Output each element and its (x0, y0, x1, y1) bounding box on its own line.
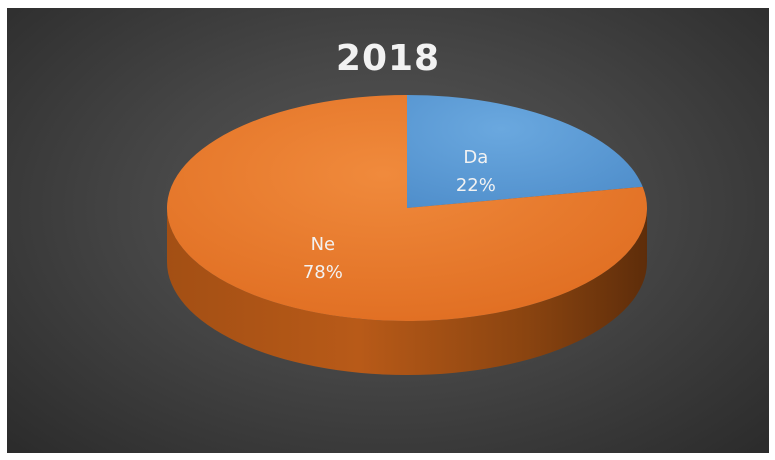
chart-area: 2018 Da 22% Ne 78% (7, 8, 769, 453)
slice-percent-ne: 78% (303, 262, 343, 283)
slice-label-da: Da (463, 147, 488, 168)
pie-chart: Da 22% Ne 78% (167, 95, 648, 375)
slice-percent-da: 22% (456, 175, 496, 196)
pie-side-wall-ne (167, 208, 647, 375)
pie-labels: Da 22% Ne 78% (303, 147, 496, 283)
pie-slice-ne (167, 95, 648, 321)
pie-slice-da (407, 95, 643, 208)
chart-title: 2018 (335, 38, 441, 79)
pie-top (167, 95, 648, 321)
pie-side-wall (167, 208, 647, 375)
slice-label-ne: Ne (311, 234, 336, 255)
